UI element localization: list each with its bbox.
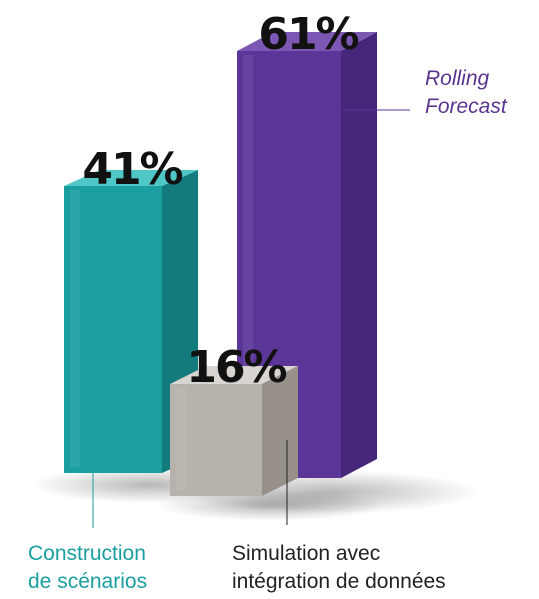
caption-simulation: Simulation avec intégration de données: [232, 542, 446, 593]
bar-simulation: [170, 366, 298, 496]
bar-rolling-highlight: [243, 55, 253, 472]
bar-rolling-side: [341, 32, 377, 478]
bar-simulation-top: [170, 366, 298, 384]
category-captions: Construction de scénarios Simulation avec i…: [28, 67, 508, 593]
value-label-simulation: 16%: [186, 342, 286, 393]
caption-simulation-line-1: Simulation avec: [232, 542, 380, 565]
caption-rolling-line-1: Rolling: [425, 67, 490, 90]
bars: [64, 32, 377, 496]
caption-simulation-line-2: intégration de données: [232, 570, 446, 593]
caption-scenarios-line-2: de scénarios: [28, 570, 147, 593]
value-labels: 61% 41% 16%: [82, 9, 360, 393]
bar-scenarios-front: [64, 186, 162, 473]
bar-scenarios-top: [64, 170, 198, 186]
caption-rolling-line-2: Forecast: [425, 95, 508, 118]
bar-simulation-highlight: [176, 388, 186, 490]
shadow-simulation: [155, 489, 385, 521]
value-label-scenarios: 41%: [82, 144, 182, 195]
caption-scenarios: Construction de scénarios: [28, 542, 147, 593]
caption-rolling: Rolling Forecast: [425, 67, 508, 118]
bar-simulation-side: [262, 366, 298, 496]
bar-rolling-top: [237, 32, 377, 51]
bar-simulation-front: [170, 384, 262, 496]
value-label-rolling: 61%: [258, 9, 358, 60]
bar-scenarios-highlight: [70, 190, 80, 467]
caption-scenarios-line-1: Construction: [28, 542, 146, 565]
